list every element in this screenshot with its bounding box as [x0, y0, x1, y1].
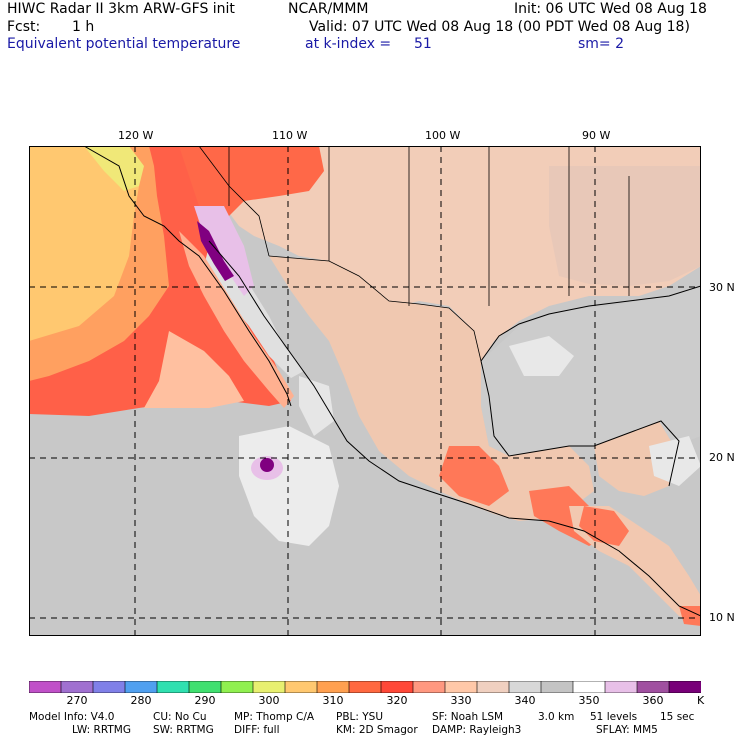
colorbar-swatch: [668, 681, 701, 693]
baja-california: [179, 231, 294, 408]
borders: [198, 146, 630, 362]
lon-label-100w: 100 W: [425, 129, 461, 142]
colorbar-swatch: [572, 681, 606, 693]
pacific-yellow-region: [29, 146, 139, 341]
forecast-hours: 1 h: [72, 19, 95, 35]
valid-time: Valid: 07 UTC Wed 08 Aug 18 (00 PDT Wed …: [309, 19, 690, 35]
map-frame: [29, 146, 701, 636]
colorbar-swatch: [29, 681, 62, 693]
pacific-white-streak: [299, 376, 334, 436]
footer-resolution: 3.0 km: [538, 711, 575, 723]
theta-e-map: [29, 146, 701, 636]
colorbar-swatch: [508, 681, 542, 693]
cyclone-core: [260, 458, 274, 472]
colorbar-swatch: [604, 681, 638, 693]
colorbar-label: 270: [66, 694, 88, 707]
colorbar-label: 310: [322, 694, 344, 707]
purple-streak-core: [197, 221, 234, 281]
colorbar-swatch: [188, 681, 222, 693]
coastal-warm-band: [144, 331, 244, 408]
footer-pbl: PBL: YSU: [336, 711, 384, 723]
footer-levels: 51 levels: [590, 711, 638, 723]
footer-mp: MP: Thomp C/A: [234, 711, 315, 723]
colorbar: [29, 681, 701, 693]
colorbar-swatch: [60, 681, 94, 693]
colorbar-swatch: [92, 681, 126, 693]
colorbar-swatch: [444, 681, 478, 693]
lat-label-30n: 30 N: [709, 281, 735, 294]
us-southeast-land: [549, 166, 701, 286]
colorbar-swatch: [348, 681, 382, 693]
gulf-white-patches: [509, 336, 701, 486]
footer-sf: SF: Noah LSM: [432, 711, 504, 723]
coastlines: [83, 146, 701, 617]
footer-timestep: 15 sec: [660, 711, 695, 723]
colorbar-label: 350: [578, 694, 600, 707]
field-name: Equivalent potential temperature: [7, 36, 241, 52]
lat-label-20n: 20 N: [709, 451, 735, 464]
forecast-label: Fcst:: [7, 19, 41, 35]
gulf-of-mexico: [481, 286, 701, 456]
colorbar-swatch: [412, 681, 446, 693]
colorbar-swatch: [636, 681, 670, 693]
footer-cu: CU: No Cu: [153, 711, 207, 723]
level-label: at k-index =: [305, 36, 392, 52]
central-america-hot: [579, 506, 701, 626]
pacific-lightyellow-region: [84, 146, 144, 191]
colorbar-label: 330: [450, 694, 472, 707]
colorbar-swatch: [380, 681, 414, 693]
lon-label-110w: 110 W: [272, 129, 308, 142]
colorbar-swatch: [252, 681, 286, 693]
footer-km: KM: 2D Smagor: [336, 724, 418, 736]
colorbar-swatch: [284, 681, 318, 693]
colorbar-label: 300: [258, 694, 280, 707]
lat-label-10n: 10 N: [709, 611, 735, 624]
lon-label-90w: 90 W: [582, 129, 611, 142]
colorbar-label: 340: [514, 694, 536, 707]
footer-lw: LW: RRTMG: [72, 724, 131, 736]
colorbar-label: 320: [386, 694, 408, 707]
mexico-hot-patches: [439, 446, 609, 546]
colorbar-swatch: [540, 681, 574, 693]
colorbar-swatch: [476, 681, 510, 693]
footer-sw: SW: RRTMG: [153, 724, 214, 736]
model-title: HIWC Radar II 3km ARW-GFS init: [7, 1, 235, 17]
colorbar-swatch: [220, 681, 254, 693]
lon-label-120w: 120 W: [118, 129, 154, 142]
colorbar-label: 280: [130, 694, 152, 707]
footer-diff: DIFF: full: [234, 724, 280, 736]
colorbar-swatch: [316, 681, 350, 693]
smoothing-label: sm= 2: [578, 36, 625, 52]
footer-damp: DAMP: Rayleigh3: [432, 724, 522, 736]
colorbar-unit: K: [697, 694, 705, 707]
level-value: 51: [414, 36, 432, 52]
colorbar-swatch: [156, 681, 190, 693]
colorbar-label: 290: [194, 694, 216, 707]
colorbar-label: 360: [642, 694, 664, 707]
footer-model-info: Model Info: V4.0: [29, 711, 115, 723]
pacific-white-region: [239, 426, 339, 546]
colorbar-swatch: [124, 681, 158, 693]
purple-streak: [194, 206, 254, 296]
gulf-of-california: [204, 246, 304, 378]
mexico-mainland: [269, 256, 594, 521]
init-time: Init: 06 UTC Wed 08 Aug 18: [514, 1, 707, 17]
footer-sflay: SFLAY: MM5: [596, 724, 658, 736]
lat-lon-grid: [29, 146, 701, 636]
institution-label: NCAR/MMM: [288, 1, 369, 17]
